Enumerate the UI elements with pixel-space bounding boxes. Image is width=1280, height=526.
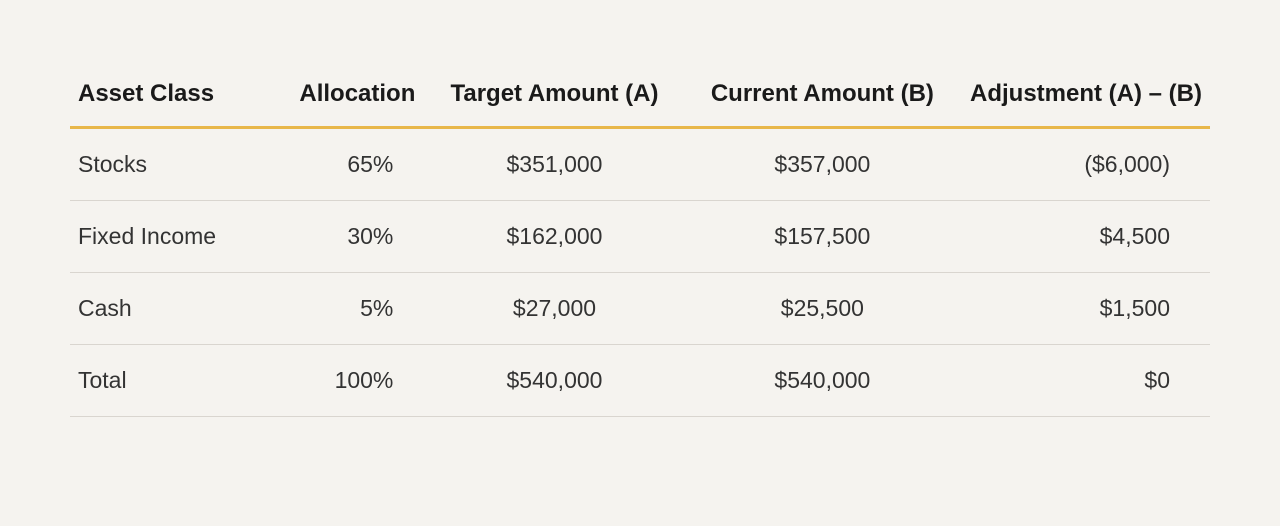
cell-asset-class: Total — [70, 345, 264, 417]
table-body: Stocks 65% $351,000 $357,000 ($6,000) Fi… — [70, 128, 1210, 417]
allocation-table-container: Asset Class Allocation Target Amount (A)… — [70, 80, 1210, 417]
column-header-adjustment: Adjustment (A) – (B) — [959, 80, 1210, 128]
column-header-target-amount: Target Amount (A) — [423, 80, 685, 128]
cell-target-amount: $540,000 — [423, 345, 685, 417]
table-row-total: Total 100% $540,000 $540,000 $0 — [70, 345, 1210, 417]
cell-asset-class: Stocks — [70, 128, 264, 201]
cell-current-amount: $157,500 — [686, 201, 960, 273]
cell-current-amount: $540,000 — [686, 345, 960, 417]
table-row: Stocks 65% $351,000 $357,000 ($6,000) — [70, 128, 1210, 201]
allocation-table: Asset Class Allocation Target Amount (A)… — [70, 80, 1210, 417]
cell-asset-class: Fixed Income — [70, 201, 264, 273]
cell-target-amount: $351,000 — [423, 128, 685, 201]
table-row: Fixed Income 30% $162,000 $157,500 $4,50… — [70, 201, 1210, 273]
column-header-allocation: Allocation — [264, 80, 424, 128]
cell-allocation: 100% — [264, 345, 424, 417]
table-header: Asset Class Allocation Target Amount (A)… — [70, 80, 1210, 128]
cell-adjustment: $0 — [959, 345, 1210, 417]
cell-allocation: 65% — [264, 128, 424, 201]
cell-current-amount: $357,000 — [686, 128, 960, 201]
cell-target-amount: $162,000 — [423, 201, 685, 273]
cell-allocation: 30% — [264, 201, 424, 273]
column-header-asset-class: Asset Class — [70, 80, 264, 128]
cell-target-amount: $27,000 — [423, 273, 685, 345]
table-row: Cash 5% $27,000 $25,500 $1,500 — [70, 273, 1210, 345]
cell-allocation: 5% — [264, 273, 424, 345]
cell-adjustment: $4,500 — [959, 201, 1210, 273]
cell-asset-class: Cash — [70, 273, 264, 345]
cell-current-amount: $25,500 — [686, 273, 960, 345]
cell-adjustment: ($6,000) — [959, 128, 1210, 201]
cell-adjustment: $1,500 — [959, 273, 1210, 345]
column-header-current-amount: Current Amount (B) — [686, 80, 960, 128]
table-header-row: Asset Class Allocation Target Amount (A)… — [70, 80, 1210, 128]
